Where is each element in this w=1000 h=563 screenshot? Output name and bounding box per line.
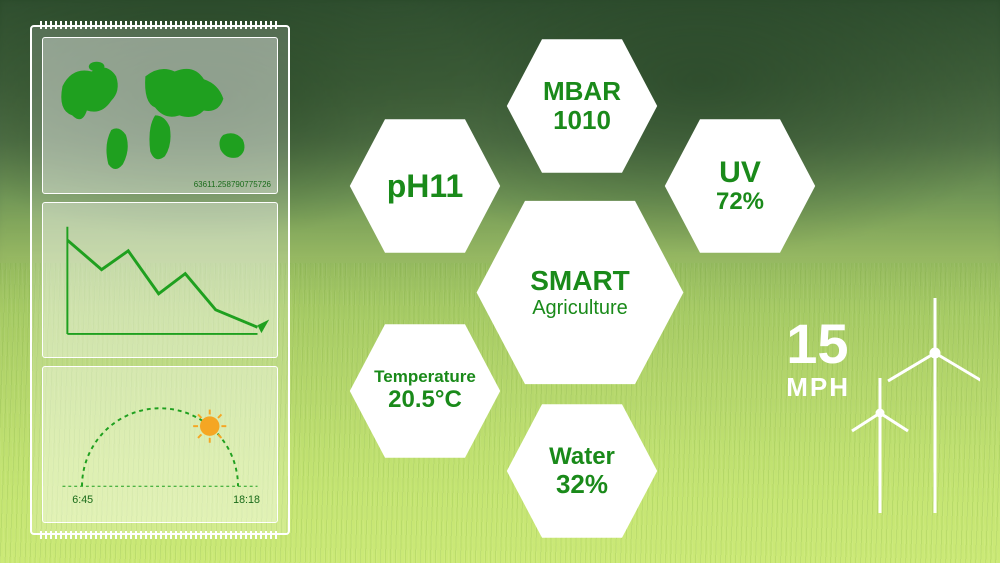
hex-mbar[interactable]: MBAR 1010 bbox=[502, 35, 662, 177]
uv-label: UV bbox=[719, 156, 761, 189]
wind-readout: 15 MPH bbox=[786, 316, 850, 403]
mbar-label: MBAR bbox=[543, 77, 621, 106]
ph-text: pH11 bbox=[387, 168, 463, 205]
hex-water[interactable]: Water 32% bbox=[502, 400, 662, 542]
wind-speed: 15 bbox=[786, 316, 850, 372]
hex-ph[interactable]: pH11 bbox=[345, 115, 505, 257]
map-code-label: 63611.258790775726 bbox=[194, 180, 271, 189]
dashboard-stage: 63611.258790775726 6:45 18:18 bbox=[0, 0, 1000, 563]
mbar-value: 1010 bbox=[553, 106, 611, 135]
wind-turbines-icon bbox=[840, 263, 980, 523]
hex-temperature[interactable]: Temperature 20.5°C bbox=[345, 320, 505, 462]
center-subtitle: Agriculture bbox=[532, 297, 628, 319]
center-title: SMART bbox=[530, 266, 630, 297]
svg-text:18:18: 18:18 bbox=[233, 494, 260, 506]
sun-arc-card[interactable]: 6:45 18:18 bbox=[42, 366, 278, 523]
water-label: Water bbox=[549, 444, 615, 470]
wind-unit: MPH bbox=[786, 372, 850, 403]
hex-uv[interactable]: UV 72% bbox=[660, 115, 820, 257]
temp-label: Temperature bbox=[374, 368, 476, 387]
water-value: 32% bbox=[556, 470, 608, 499]
uv-value: 72% bbox=[716, 189, 764, 215]
sun-arc-gauge: 6:45 18:18 bbox=[43, 367, 277, 522]
trend-chart-card[interactable] bbox=[42, 202, 278, 359]
world-map-card[interactable]: 63611.258790775726 bbox=[42, 37, 278, 194]
svg-text:6:45: 6:45 bbox=[72, 494, 93, 506]
world-map-icon bbox=[43, 38, 277, 193]
temp-value: 20.5°C bbox=[388, 387, 462, 413]
trend-chart bbox=[43, 203, 277, 358]
left-panel: 63611.258790775726 6:45 18:18 bbox=[30, 25, 290, 535]
